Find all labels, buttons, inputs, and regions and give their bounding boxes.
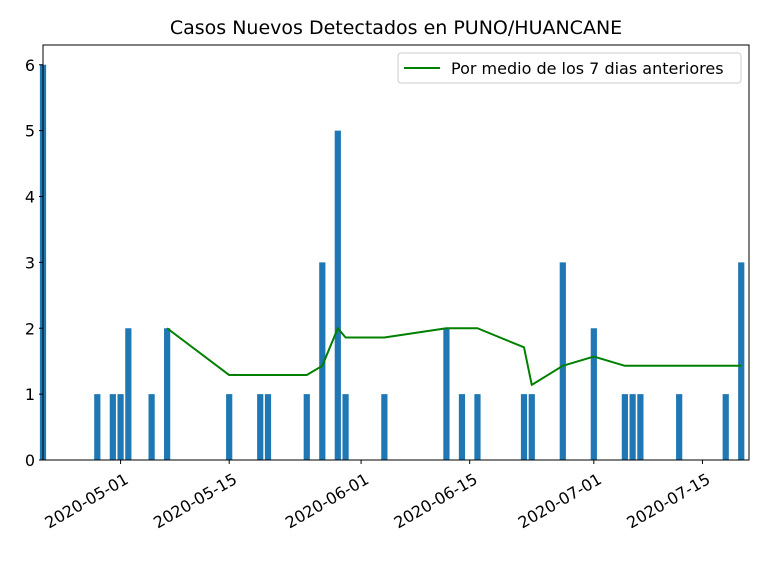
- bar: [319, 262, 326, 460]
- y-tick-label: 1: [25, 385, 35, 404]
- series-line: [166, 327, 742, 386]
- bar: [621, 394, 628, 460]
- x-tick-label: 2020-07-15: [623, 469, 713, 532]
- bar: [334, 130, 341, 460]
- series-lines: [166, 327, 742, 386]
- plot-frame: [42, 44, 750, 461]
- bar: [125, 328, 132, 460]
- bar: [637, 394, 644, 460]
- bar: [226, 394, 233, 460]
- legend-label: Por medio de los 7 dias anteriores: [451, 59, 724, 78]
- bar: [94, 394, 101, 460]
- y-tick-label: 6: [25, 56, 35, 75]
- bar: [722, 394, 729, 460]
- y-tick-label: 3: [25, 253, 35, 272]
- bars: [39, 64, 745, 460]
- bar: [676, 394, 683, 460]
- chart-title: Casos Nuevos Detectados en PUNO/HUANCANE: [170, 17, 622, 39]
- bar: [528, 394, 535, 460]
- bar: [117, 394, 124, 460]
- bar: [629, 394, 636, 460]
- bar: [164, 328, 171, 460]
- bar: [590, 328, 597, 460]
- y-tick-label: 0: [25, 451, 35, 470]
- x-tick-label: 2020-06-01: [282, 469, 372, 532]
- legend: Por medio de los 7 dias anteriores: [397, 52, 742, 84]
- bar: [559, 262, 566, 460]
- x-axis: 2020-05-01 2020-05-15 2020-06-01 2020-06-15…: [42, 460, 713, 532]
- bar: [257, 394, 264, 460]
- x-tick-label: 2020-05-15: [150, 469, 240, 532]
- bar: [520, 394, 528, 460]
- y-axis: 0 1 2 3 4 5 6: [25, 56, 43, 470]
- y-tick-label: 4: [25, 188, 35, 207]
- bar: [381, 394, 388, 460]
- y-tick-label: 5: [25, 122, 35, 141]
- y-tick-label: 2: [25, 319, 35, 338]
- bar: [458, 394, 466, 460]
- bar: [264, 394, 272, 460]
- bar: [474, 394, 481, 460]
- legend-box: [397, 52, 742, 84]
- x-tick-label: 2020-05-01: [42, 469, 132, 532]
- bar: [109, 394, 116, 460]
- bar: [443, 328, 450, 460]
- x-tick-label: 2020-07-01: [515, 469, 605, 532]
- bar: [342, 394, 349, 460]
- bar: [738, 262, 745, 460]
- bar: [303, 394, 310, 460]
- bar: [148, 394, 155, 460]
- x-tick-label: 2020-06-15: [391, 469, 481, 532]
